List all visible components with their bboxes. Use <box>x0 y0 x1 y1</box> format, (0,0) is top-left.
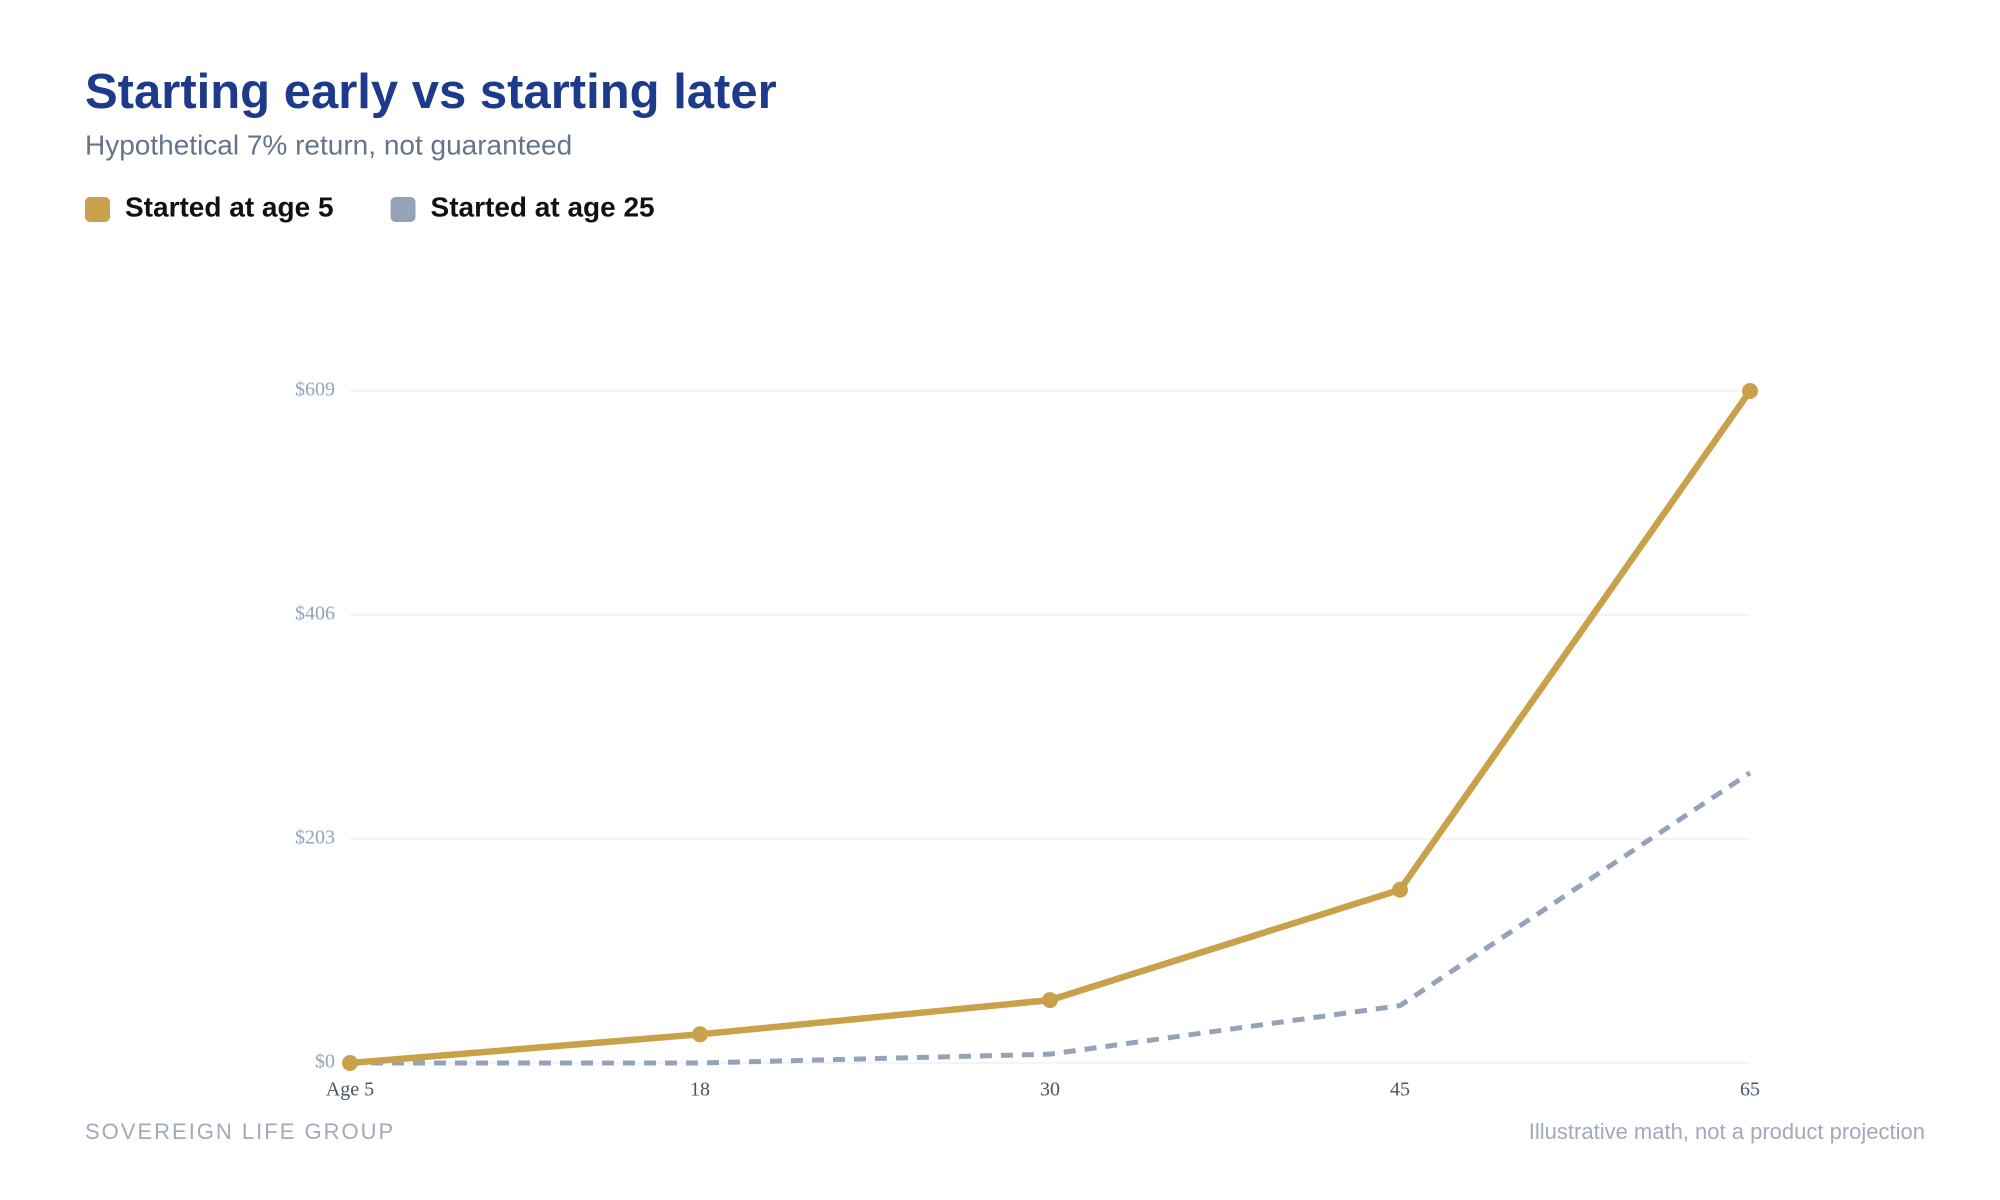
y-tick-label: $406 <box>295 603 335 625</box>
legend-label: Started at age 5 <box>125 191 334 222</box>
legend-label: Started at age 25 <box>431 191 655 222</box>
y-tick-label: $0 <box>315 1051 335 1073</box>
x-tick-label: 18 <box>690 1079 710 1101</box>
footer-brand: SOVEREIGN LIFE GROUP <box>85 1119 395 1144</box>
legend-swatch <box>85 197 110 222</box>
point-marker <box>692 1026 708 1043</box>
point-marker <box>1392 881 1408 898</box>
series-line <box>349 389 1753 1067</box>
x-tick-label: Age 5 <box>326 1079 374 1101</box>
x-tick-label: 45 <box>1390 1079 1410 1101</box>
y-tick-label: $203 <box>295 827 335 849</box>
x-tick-label: 30 <box>1040 1079 1060 1101</box>
legend-swatch <box>390 197 416 222</box>
y-tick-label: $609 <box>295 379 335 401</box>
point-marker <box>1742 383 1758 399</box>
point-marker <box>1042 992 1058 1009</box>
point-marker <box>342 1055 358 1071</box>
chart-subtitle: Hypothetical 7% return, not guaranteed <box>85 129 572 160</box>
footer-note: Illustrative math, not a product project… <box>1529 1119 1925 1144</box>
series-line <box>350 770 1752 1066</box>
chart-title: Starting early vs starting later <box>85 65 777 119</box>
x-tick-label: 65 <box>1740 1079 1760 1101</box>
